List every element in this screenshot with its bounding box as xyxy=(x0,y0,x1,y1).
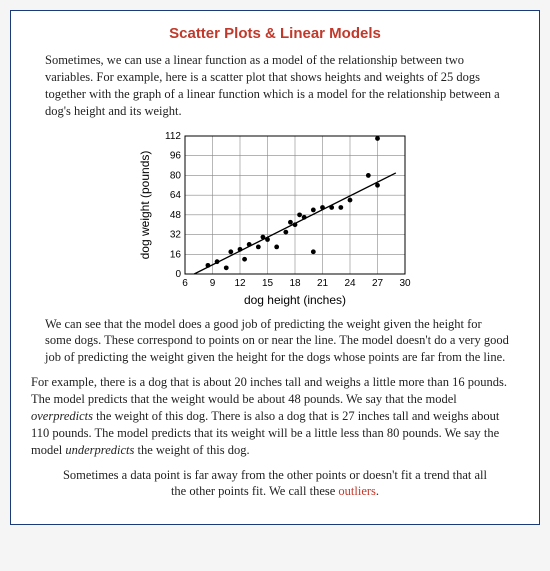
emphasis-overpredicts: overpredicts xyxy=(31,409,93,423)
document-page: Scatter Plots & Linear Models Sometimes,… xyxy=(10,10,540,525)
svg-text:0: 0 xyxy=(175,269,181,280)
paragraph-example: For example, there is a dog that is abou… xyxy=(31,374,519,458)
text-fragment: For example, there is a dog that is abou… xyxy=(31,375,507,406)
svg-text:32: 32 xyxy=(170,229,182,240)
svg-text:6: 6 xyxy=(182,278,188,289)
svg-text:15: 15 xyxy=(262,278,274,289)
text-fragment: Sometimes a data point is far away from … xyxy=(63,468,487,499)
svg-text:112: 112 xyxy=(165,131,181,142)
svg-text:80: 80 xyxy=(170,170,182,181)
svg-text:48: 48 xyxy=(170,209,182,220)
svg-text:96: 96 xyxy=(170,150,182,161)
text-fragment: the weight of this dog. xyxy=(134,443,249,457)
text-fragment: . xyxy=(376,484,379,498)
svg-text:64: 64 xyxy=(170,190,182,201)
svg-text:dog weight (pounds): dog weight (pounds) xyxy=(138,150,152,259)
svg-text:18: 18 xyxy=(289,278,301,289)
page-title: Scatter Plots & Linear Models xyxy=(31,25,519,42)
paragraph-intro: Sometimes, we can use a linear function … xyxy=(31,52,519,120)
scatter-chart-container: 6 9 12 15 18 21 24 27 30 0 16 32 48 64 80 96 112 dog heig… xyxy=(31,128,519,308)
svg-text:24: 24 xyxy=(344,278,356,289)
paragraph-outliers: Sometimes a data point is far away from … xyxy=(31,467,519,501)
scatter-plot: 6 9 12 15 18 21 24 27 30 0 16 32 48 64 80 96 112 dog heig… xyxy=(135,128,415,308)
svg-text:16: 16 xyxy=(170,249,182,260)
highlight-outliers: outliers xyxy=(338,484,376,498)
svg-text:12: 12 xyxy=(234,278,246,289)
paragraph-model-fit: We can see that the model does a good jo… xyxy=(31,316,519,367)
emphasis-underpredicts: underpredicts xyxy=(65,443,134,457)
svg-text:9: 9 xyxy=(210,278,216,289)
svg-text:21: 21 xyxy=(317,278,329,289)
svg-text:30: 30 xyxy=(399,278,411,289)
svg-text:27: 27 xyxy=(372,278,384,289)
svg-text:dog height (inches): dog height (inches) xyxy=(244,293,346,307)
